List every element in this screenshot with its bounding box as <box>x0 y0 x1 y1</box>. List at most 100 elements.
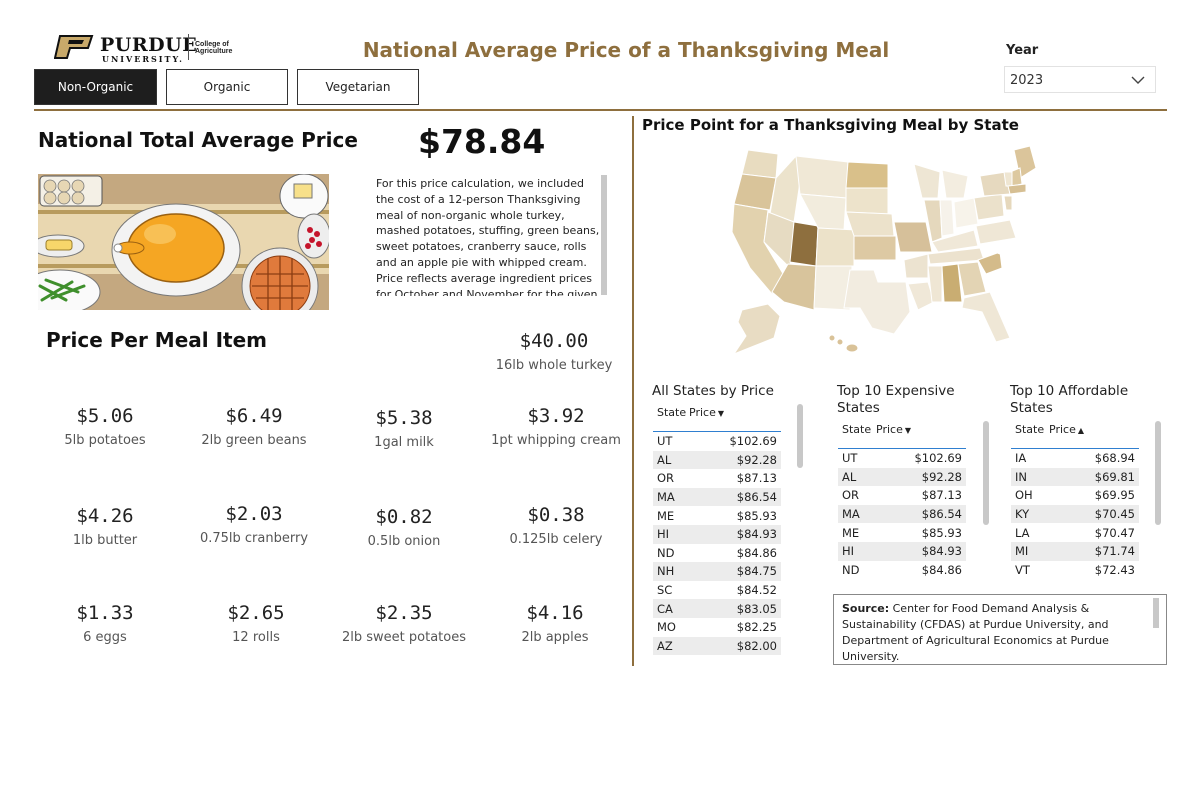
column-header-price[interactable]: Price ▲ <box>1049 423 1084 436</box>
state-code: MI <box>1015 544 1029 559</box>
state-code: LA <box>1015 525 1030 540</box>
state-price: $84.52 <box>736 583 777 598</box>
state-price: $69.95 <box>1094 488 1135 503</box>
state-price-map[interactable] <box>728 142 1083 357</box>
state-price: $86.54 <box>921 507 962 522</box>
source-scrollbar[interactable] <box>1153 598 1159 628</box>
state-price: $68.94 <box>1094 451 1135 466</box>
tab-organic[interactable]: Organic <box>166 69 288 105</box>
table-row[interactable]: HI $84.93 <box>838 541 966 561</box>
table-row[interactable]: MA $86.54 <box>653 487 781 507</box>
logo-divider <box>188 34 189 60</box>
state-hi <box>828 334 859 353</box>
state-price: $82.00 <box>736 638 777 653</box>
state-code: ND <box>842 562 860 577</box>
table-row[interactable]: MA $86.54 <box>838 504 966 524</box>
description-scrollbar[interactable] <box>601 175 607 295</box>
table-row[interactable]: ND $84.86 <box>838 560 966 580</box>
table-row[interactable]: ME $85.93 <box>838 523 966 542</box>
state-oh <box>953 197 979 229</box>
item-rolls: $2.65 12 rolls <box>181 602 331 645</box>
state-ga <box>957 261 987 297</box>
state-ak <box>732 303 781 356</box>
state-code: UT <box>657 434 673 449</box>
state-price: $84.93 <box>921 544 962 559</box>
state-ne <box>845 211 895 237</box>
item-label: 16lb whole turkey <box>495 358 613 373</box>
state-price: $92.28 <box>736 452 777 467</box>
state-price: $84.75 <box>736 564 777 579</box>
table-row[interactable]: OR $87.13 <box>838 486 966 505</box>
state-ut <box>789 221 819 267</box>
column-header-price[interactable]: Price ▼ <box>689 406 724 419</box>
column-header-state[interactable]: State <box>1015 423 1045 436</box>
state-ks <box>853 235 897 261</box>
table-row[interactable]: AL $92.28 <box>653 450 781 470</box>
table-row[interactable]: ND $84.86 <box>653 543 781 563</box>
top-expensive-scrollbar[interactable] <box>983 421 989 525</box>
top-expensive-table[interactable]: State Price ▼ UT $102.69 AL $92.28 OR $87.13 MA… <box>838 421 966 580</box>
table-row[interactable]: OR $87.13 <box>653 469 781 488</box>
all-states-scrollbar[interactable] <box>797 404 803 468</box>
table-row[interactable]: IA $68.94 <box>1011 449 1139 468</box>
item-label: 5lb potatoes <box>64 433 146 448</box>
tab-non-organic[interactable]: Non-Organic <box>34 69 157 105</box>
item-apples: $4.16 2lb apples <box>480 602 630 645</box>
state-az <box>771 263 817 311</box>
state-code: AL <box>657 452 672 467</box>
source-box: Source: Center for Food Demand Analysis … <box>833 594 1167 665</box>
total-price-title: National Total Average Price <box>38 128 358 152</box>
state-code: AZ <box>657 638 673 653</box>
state-sd <box>845 187 889 215</box>
state-price: $69.81 <box>1094 469 1135 484</box>
header-divider <box>34 109 1167 111</box>
table-row[interactable]: UT $102.69 <box>653 432 781 451</box>
total-price-value: $78.84 <box>418 122 546 161</box>
column-header-price[interactable]: Price ▼ <box>876 423 911 436</box>
column-header-state[interactable]: State <box>657 406 687 419</box>
state-code: ME <box>657 508 675 523</box>
state-nc <box>976 237 1019 255</box>
item-butter: $4.26 1lb butter <box>30 505 180 548</box>
table-row[interactable]: UT $102.69 <box>838 449 966 468</box>
top-affordable-scrollbar[interactable] <box>1155 421 1161 525</box>
table-row[interactable]: NH $84.75 <box>653 562 781 581</box>
table-row[interactable]: OH $69.95 <box>1011 486 1139 505</box>
item-label: 0.75lb cranberry <box>199 531 309 546</box>
item-label: 12 rolls <box>232 630 280 645</box>
state-code: UT <box>842 451 858 466</box>
table-row[interactable]: MO $82.25 <box>653 617 781 637</box>
state-price: $83.05 <box>736 601 777 616</box>
table-row[interactable]: LA $70.47 <box>1011 523 1139 542</box>
chevron-down-icon <box>1131 76 1145 84</box>
table-row[interactable]: VT $72.43 <box>1011 560 1139 580</box>
state-price: $70.45 <box>1094 507 1135 522</box>
item-price: $2.03 <box>225 503 283 525</box>
table-row[interactable]: AL $92.28 <box>838 467 966 487</box>
state-va <box>975 219 1017 245</box>
state-code: SC <box>657 583 673 598</box>
table-row[interactable]: KY $70.45 <box>1011 504 1139 524</box>
state-ma <box>1007 183 1027 195</box>
tab-vegetarian[interactable]: Vegetarian <box>297 69 419 105</box>
table-row[interactable]: ME $85.93 <box>653 506 781 525</box>
year-dropdown[interactable]: 2023 <box>1004 66 1156 93</box>
state-co <box>815 227 857 267</box>
table-row[interactable]: HI $84.93 <box>653 524 781 544</box>
table-row[interactable]: SC $84.52 <box>653 580 781 600</box>
item-onion: $0.82 0.5lb onion <box>329 506 479 549</box>
column-header-state[interactable]: State <box>842 423 872 436</box>
table-row[interactable]: MI $71.74 <box>1011 541 1139 561</box>
top-affordable-table[interactable]: State Price ▲ IA $68.94 IN $69.81 OH $69.95 KY $… <box>1011 421 1139 580</box>
items-title: Price Per Meal Item <box>46 328 267 352</box>
table-row[interactable]: CA $83.05 <box>653 599 781 618</box>
table-row[interactable]: IN $69.81 <box>1011 467 1139 487</box>
item-price: $2.35 <box>375 602 433 624</box>
item-price: $5.38 <box>375 407 433 429</box>
state-price: $87.13 <box>921 488 962 503</box>
sort-desc-icon: ▼ <box>717 409 724 418</box>
top-affordable-title: Top 10 Affordable States <box>1010 383 1129 416</box>
year-label: Year <box>1006 43 1039 58</box>
all-states-table[interactable]: State Price ▼ UT $102.69 AL $92.28 OR $87.13 MA… <box>653 404 781 656</box>
table-row[interactable]: AZ $82.00 <box>653 636 781 656</box>
